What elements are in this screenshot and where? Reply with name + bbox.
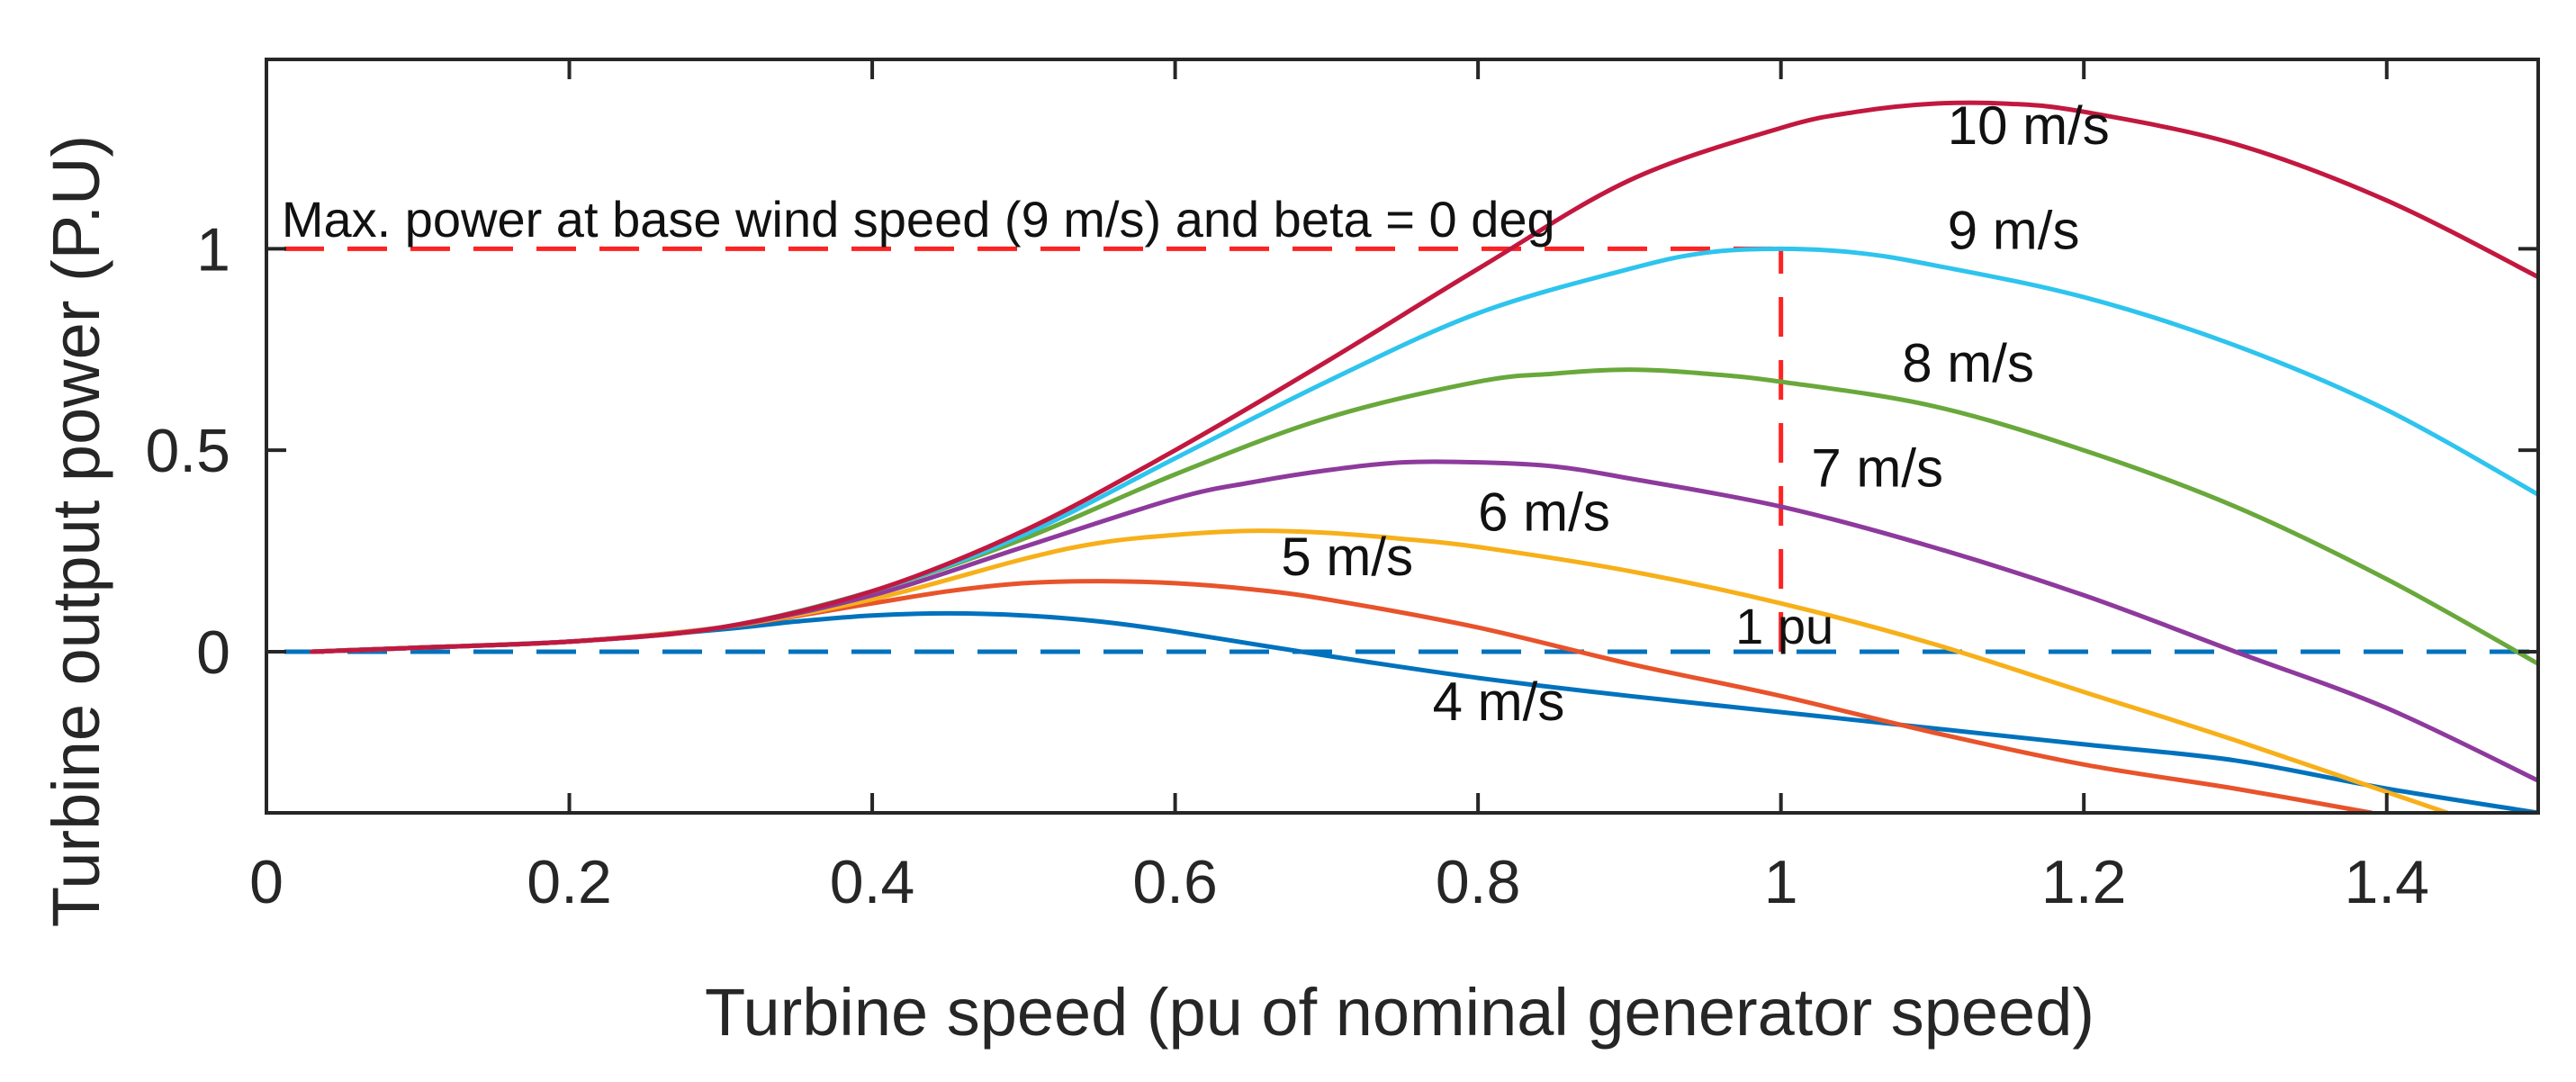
axes-box [265, 58, 2540, 815]
annotation-text: Max. power at base wind speed (9 m/s) an… [282, 191, 1555, 248]
reference-lines [284, 246, 2538, 654]
curve-label: 8 m/s [1902, 333, 2034, 393]
x-tick-label: 0.8 [1436, 848, 1521, 916]
y-tick-label: 1 [196, 215, 230, 284]
axes-frame [265, 58, 2540, 815]
curve-label: 6 m/s [1478, 482, 1610, 543]
x-tick-label: 1.4 [2344, 848, 2429, 916]
y-tick-label: 0 [196, 618, 230, 687]
y-axis-label: Turbine output power (P.U) [39, 135, 113, 927]
curve-label: 9 m/s [1948, 200, 2080, 260]
y-tick-label: 0.5 [145, 417, 230, 485]
axis-ticks: 0 0.2 0.4 0.6 0.8 1 1.2 1.4 0 0.5 1 [145, 59, 2538, 916]
series-line-10-m-s [310, 100, 2538, 654]
curve-label: 7 m/s [1811, 437, 1943, 498]
x-tick-label: 0.6 [1132, 848, 1218, 916]
x-tick-label: 1 [1764, 848, 1798, 916]
annotations: Max. power at base wind speed (9 m/s) an… [282, 191, 1833, 654]
x-axis-label: Turbine speed (pu of nominal generator s… [705, 975, 2094, 1050]
annotation-text: 1 pu [1735, 598, 1833, 654]
plot-area [284, 100, 2538, 813]
x-tick-label: 0 [249, 848, 284, 916]
curve-label: 10 m/s [1948, 95, 2110, 156]
x-tick-label: 0.4 [830, 848, 915, 916]
curve-label: 4 m/s [1433, 672, 1565, 732]
series-curves [310, 100, 2538, 813]
curve-label: 5 m/s [1281, 527, 1413, 587]
x-tick-label: 1.2 [2041, 848, 2127, 916]
x-tick-label: 0.2 [527, 848, 612, 916]
curve-labels: 10 m/s 9 m/s 8 m/s 7 m/s 6 m/s 5 m/s 4 m/s [1281, 95, 2109, 732]
